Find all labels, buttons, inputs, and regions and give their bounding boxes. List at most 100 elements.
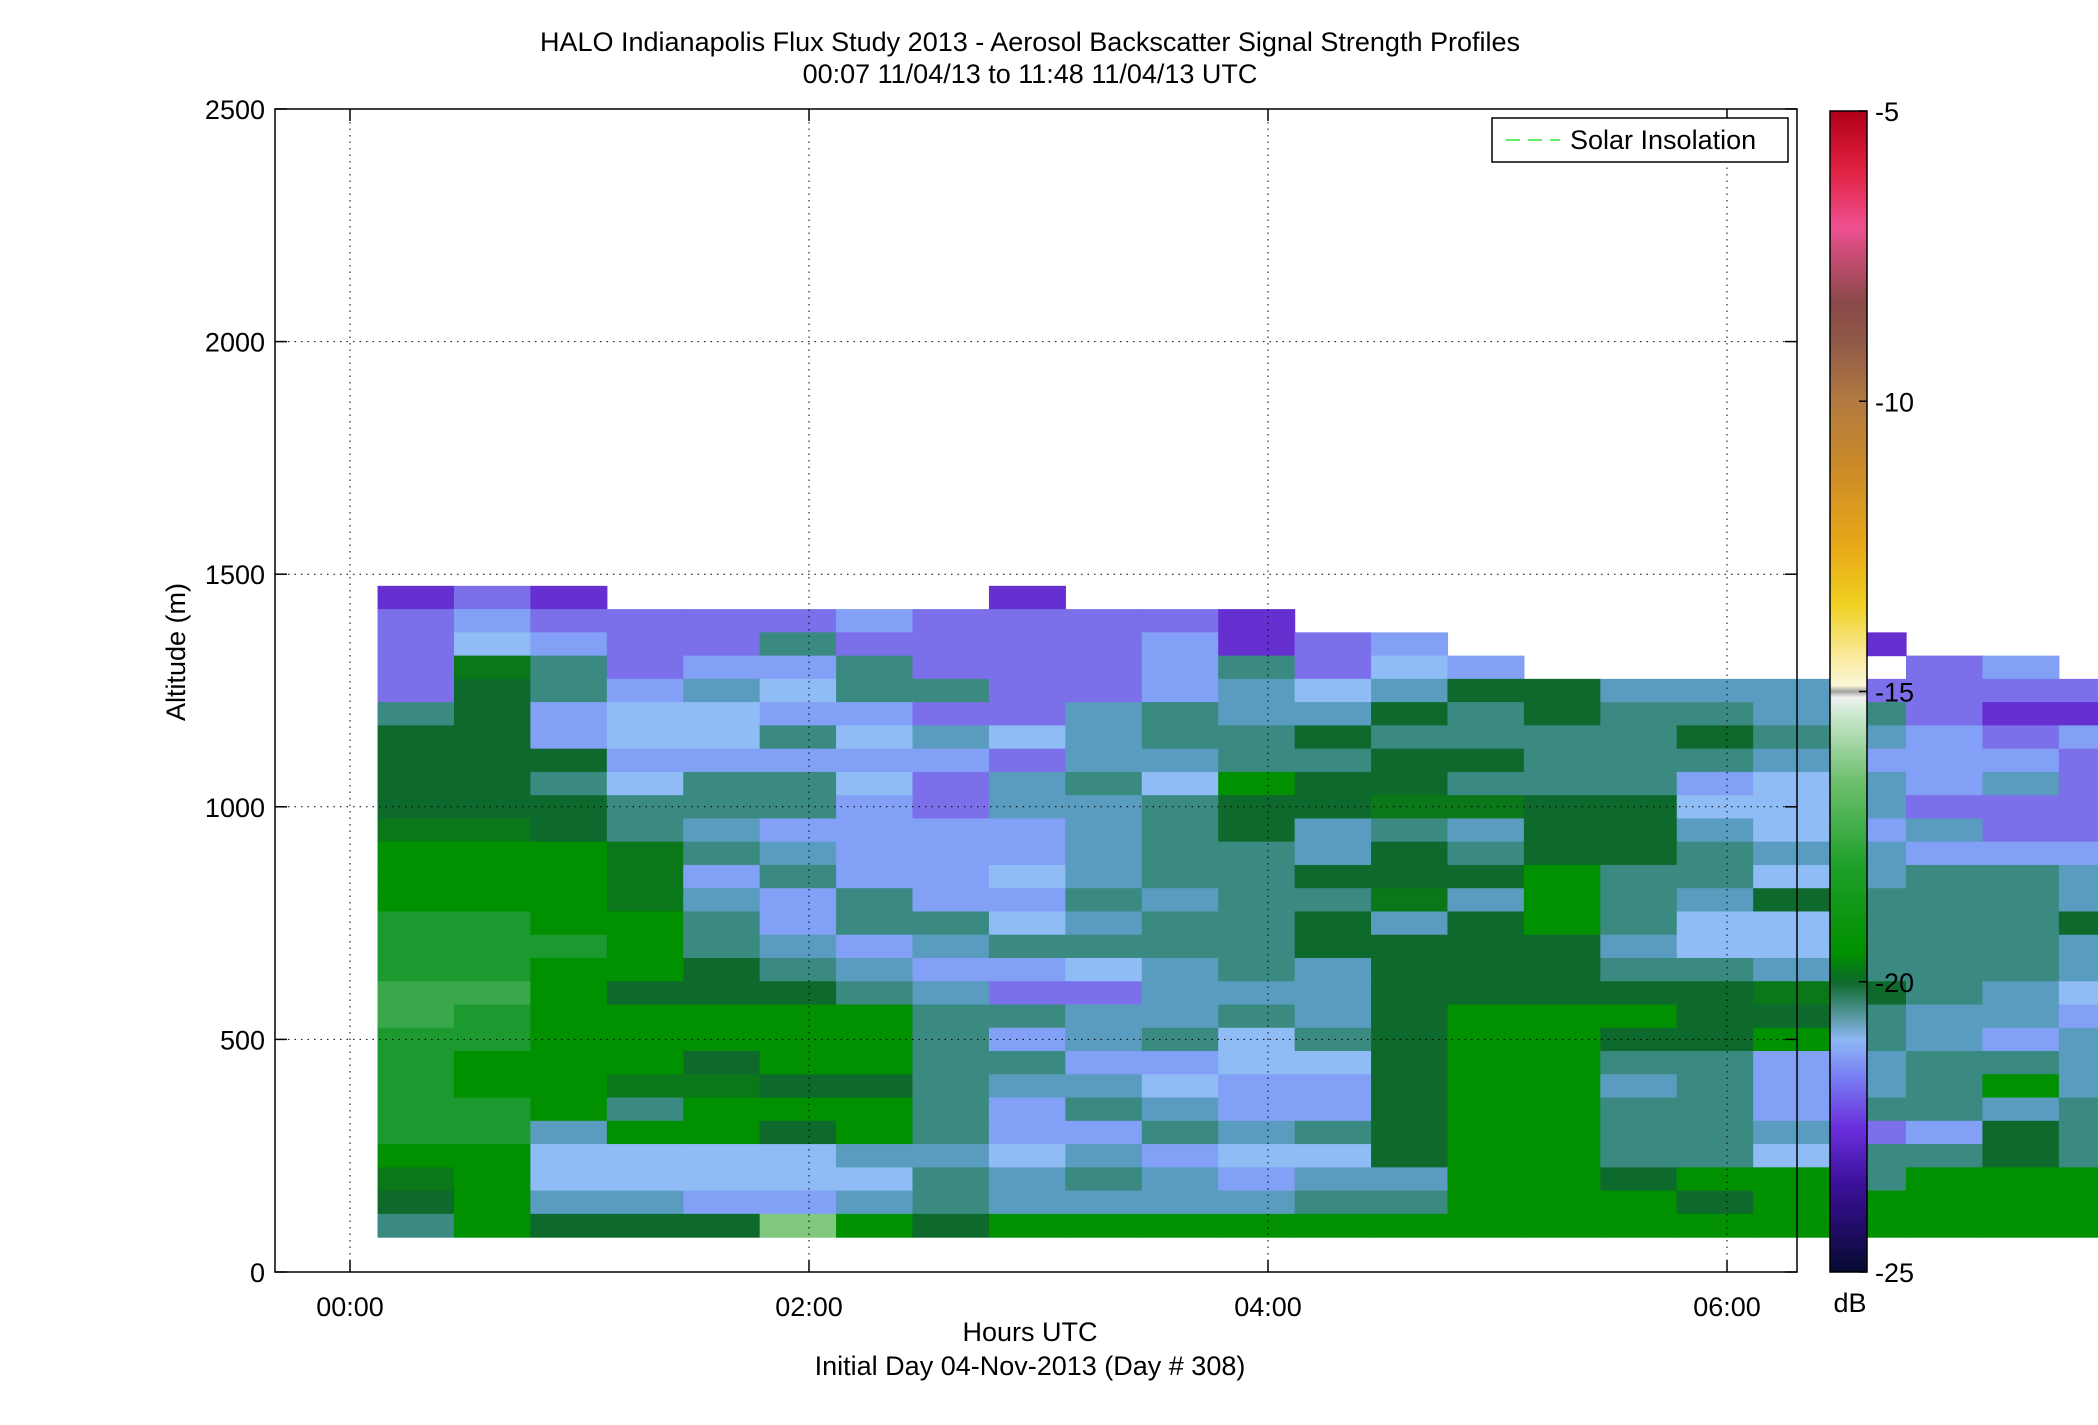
- heatmap-cell: [759, 1074, 837, 1099]
- grid-lines: [275, 109, 1797, 1272]
- heatmap-cell: [1371, 1120, 1449, 1145]
- x-tick-label: 02:00: [775, 1292, 843, 1322]
- heatmap-cell: [683, 632, 761, 657]
- heatmap-cell: [836, 981, 914, 1006]
- heatmap-cell: [988, 888, 1066, 913]
- heatmap-cell: [1982, 725, 2060, 750]
- heatmap-cell: [1600, 702, 1678, 726]
- heatmap-cell: [530, 888, 608, 913]
- heatmap-cell: [988, 632, 1066, 657]
- heatmap-cell: [1447, 1097, 1525, 1122]
- heatmap-cell: [1218, 1144, 1296, 1168]
- heatmap-cell: [1294, 702, 1372, 726]
- heatmap-cell: [1065, 818, 1143, 843]
- heatmap-cell: [1600, 1004, 1678, 1029]
- heatmap-cell: [1447, 911, 1525, 936]
- heatmap-cell: [1982, 841, 2060, 866]
- heatmap-cell: [1906, 818, 1984, 843]
- heatmap-cell: [759, 655, 837, 680]
- heatmap-cell: [1218, 934, 1296, 959]
- heatmap-cell: [1523, 1167, 1601, 1192]
- heatmap-cell: [606, 1097, 684, 1122]
- heatmap-cell: [1218, 1004, 1296, 1029]
- heatmap-cell: [377, 1167, 455, 1192]
- heatmap-cell: [836, 655, 914, 680]
- heatmap-cell: [453, 981, 531, 1006]
- heatmap-cell: [1065, 1167, 1143, 1192]
- heatmap-cell: [1676, 1167, 1754, 1192]
- heatmap-cell: [1294, 1190, 1372, 1215]
- heatmap-cell: [453, 702, 531, 726]
- heatmap-cell: [1982, 818, 2060, 843]
- heatmap-cell: [1371, 981, 1449, 1006]
- heatmap-cell: [1982, 748, 2060, 773]
- heatmap-cell: [1906, 1144, 1984, 1168]
- heatmap-cell: [1371, 888, 1449, 913]
- heatmap-cell: [1065, 1213, 1143, 1238]
- chart-title: HALO Indianapolis Flux Study 2013 - Aero…: [540, 27, 1520, 57]
- heatmap-cell: [1218, 911, 1296, 936]
- heatmap-cell: [683, 981, 761, 1006]
- heatmap-cell: [683, 795, 761, 820]
- heatmap-cell: [836, 1190, 914, 1215]
- heatmap-cell: [1294, 841, 1372, 866]
- heatmap-cell: [836, 1004, 914, 1029]
- x-tick-label: 00:00: [316, 1292, 384, 1322]
- heatmap-cell: [1676, 678, 1754, 703]
- heatmap-cell: [1906, 1074, 1984, 1099]
- y-tick-label: 2000: [205, 328, 265, 358]
- heatmap-cell: [2058, 934, 2098, 959]
- heatmap-cells: [377, 585, 2098, 1238]
- heatmap-cell: [683, 818, 761, 843]
- heatmap-cell: [1371, 1051, 1449, 1075]
- y-tick-label: 1500: [205, 560, 265, 590]
- colorbar-unit-label: dB: [1833, 1288, 1866, 1318]
- heatmap-cell: [1218, 1167, 1296, 1192]
- heatmap-cell: [1523, 888, 1601, 913]
- heatmap-cell: [1906, 957, 1984, 982]
- y-tick-label: 1000: [205, 793, 265, 823]
- heatmap-cell: [530, 585, 608, 610]
- heatmap-cell: [377, 655, 455, 680]
- heatmap-cell: [530, 1120, 608, 1145]
- heatmap-cell: [2058, 748, 2098, 773]
- heatmap-cell: [759, 1167, 837, 1192]
- heatmap-cell: [1906, 1213, 1984, 1238]
- heatmap-cell: [836, 841, 914, 866]
- heatmap-cell: [836, 818, 914, 843]
- heatmap-cell: [1982, 678, 2060, 703]
- heatmap-cell: [1600, 678, 1678, 703]
- y-tick-label: 500: [220, 1025, 265, 1055]
- heatmap-cell: [453, 1004, 531, 1029]
- heatmap-cell: [988, 1167, 1066, 1192]
- heatmap-cell: [1447, 1004, 1525, 1029]
- heatmap-cell: [2058, 1004, 2098, 1029]
- heatmap-cell: [836, 1051, 914, 1075]
- heatmap-cell: [1141, 702, 1219, 726]
- heatmap-cell: [912, 1190, 990, 1215]
- heatmap-cell: [1600, 748, 1678, 773]
- heatmap-cell: [530, 818, 608, 843]
- heatmap-cell: [1065, 748, 1143, 773]
- colorbar-tick-label: -20: [1875, 968, 1914, 998]
- heatmap-cell: [1523, 1144, 1601, 1168]
- heatmap-cell: [1447, 1213, 1525, 1238]
- heatmap-cell: [1753, 702, 1831, 726]
- heatmap-cell: [1447, 1167, 1525, 1192]
- heatmap-cell: [1676, 1120, 1754, 1145]
- heatmap-cell: [988, 981, 1066, 1006]
- heatmap-cell: [1982, 864, 2060, 889]
- heatmap-cell: [1218, 1213, 1296, 1238]
- heatmap-cell: [683, 1190, 761, 1215]
- heatmap-cell: [1676, 1144, 1754, 1168]
- heatmap-cell: [1676, 795, 1754, 820]
- heatmap-cell: [759, 934, 837, 959]
- colorbar-tick-label: -15: [1875, 678, 1914, 708]
- legend: Solar Insolation: [1491, 117, 1789, 163]
- heatmap-cell: [759, 864, 837, 889]
- heatmap-cell: [988, 1144, 1066, 1168]
- heatmap-cell: [1600, 981, 1678, 1006]
- colorbar-tick-label: -5: [1875, 97, 1899, 127]
- heatmap-cell: [988, 1120, 1066, 1145]
- heatmap-cell: [1753, 1190, 1831, 1215]
